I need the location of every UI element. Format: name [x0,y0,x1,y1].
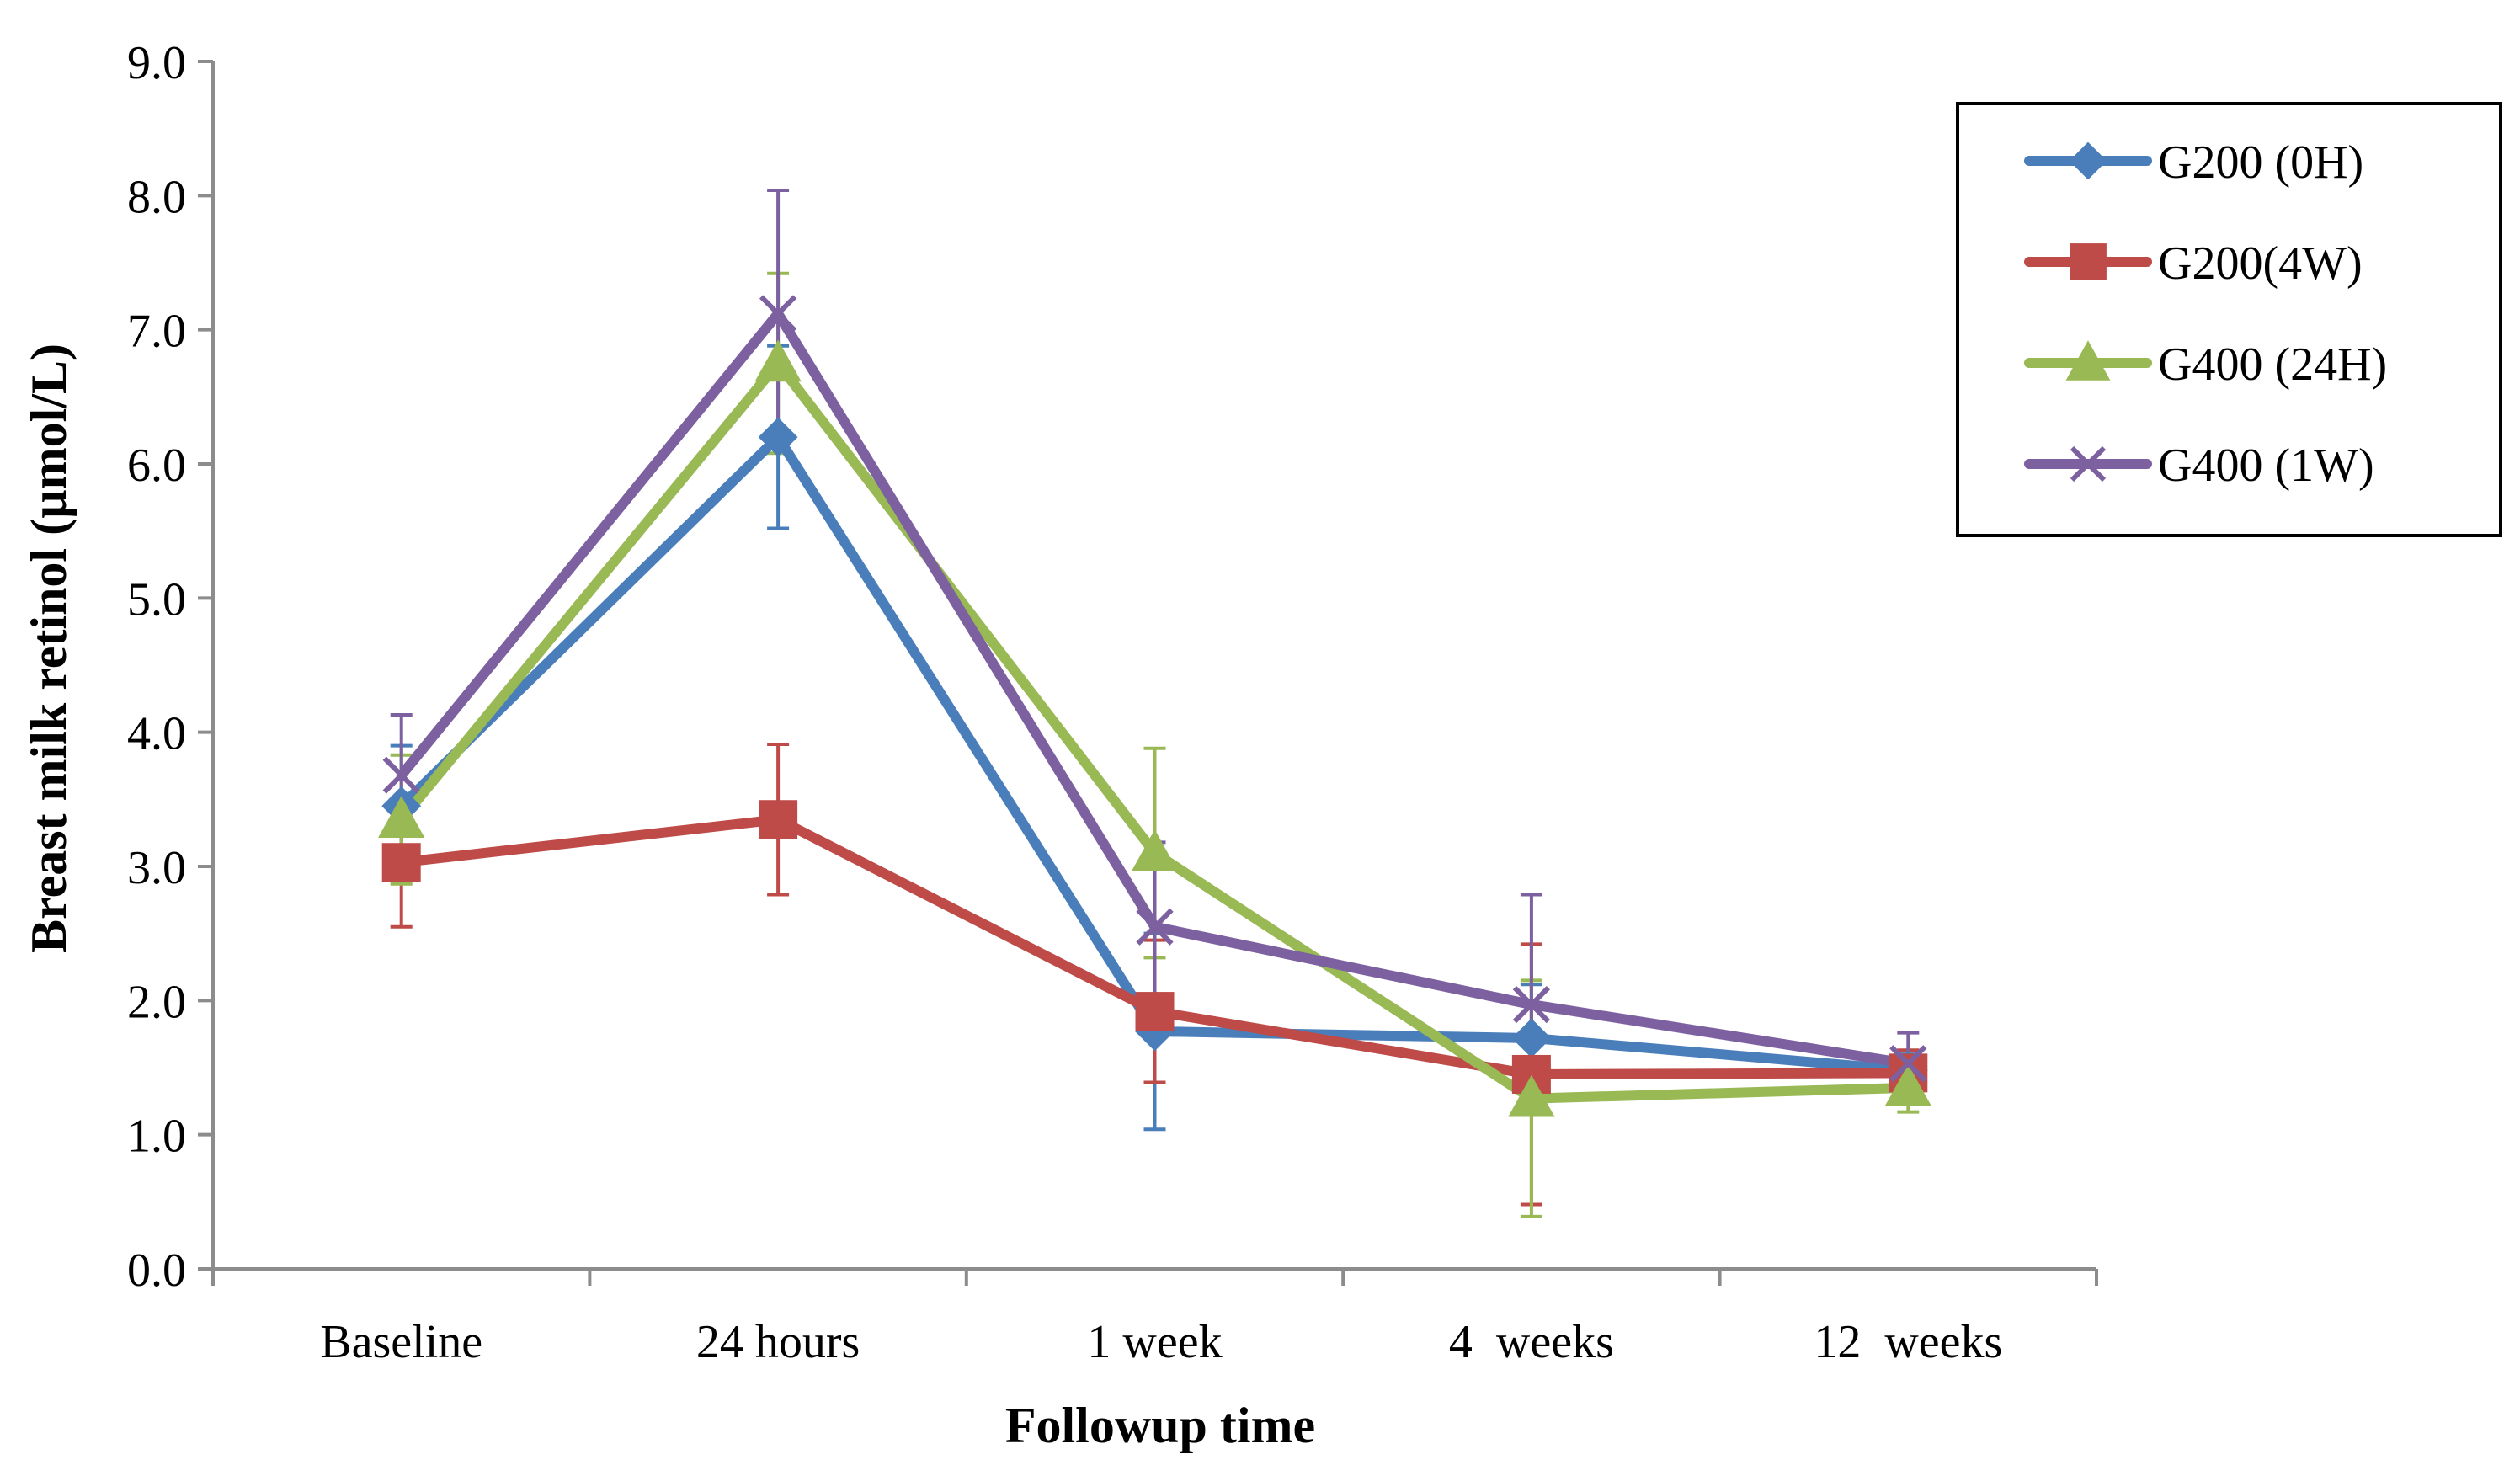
legend-label: G400 (1W) [2158,440,2374,492]
y-tick-label: 1.0 [127,1111,186,1163]
x-tick-label: 1 week [1087,1316,1222,1368]
marker-stroke [1136,908,1174,946]
data-point [1508,1074,1555,1117]
legend-entry: G200 (0H) [2024,136,2363,189]
y-tick-label: 2.0 [127,976,186,1028]
series-markers [378,295,1931,1117]
y-tick-label: 3.0 [127,842,186,894]
marker-stroke [759,295,797,333]
x-tick-label: 24 hours [696,1316,860,1368]
y-tick-label: 0.0 [127,1244,186,1297]
legend: G200 (0H) G200(4W) G400 (24H) G400 (1W) [1956,102,2502,537]
data-point [1511,1018,1552,1058]
error-bars [390,188,1920,1218]
axes: 0.0 1.0 2.0 3.0 4.0 5.0 6.0 7.0 8.0 9.0 Baseline 24… [127,37,2098,1368]
legend-marker [2070,243,2107,280]
x-axis-title: Followup time [1005,1398,1315,1453]
data-point [1884,1063,1931,1106]
data-point [1135,992,1175,1031]
y-tick-label: 7.0 [127,306,186,358]
marker-stroke [382,756,420,794]
legend-marker [2070,445,2107,482]
data-point [382,756,420,794]
marker-stroke [1512,985,1551,1024]
legend-marker [2069,141,2107,180]
data-point [758,417,798,457]
marker-stroke [1889,1045,1927,1083]
legend-label: G200 (0H) [2158,136,2363,189]
x-tick-label: 4 weeks [1449,1316,1614,1368]
y-tick-label: 6.0 [127,440,186,492]
data-point [759,800,798,839]
y-axis-title: Breast milk retinol (µmol/L) [21,344,77,953]
legend-marker [2065,340,2111,381]
data-point [1131,829,1179,871]
data-point [754,339,802,382]
legend-entry: G400 (24H) [2024,338,2387,391]
data-point [759,295,797,333]
data-point [1512,985,1551,1024]
legend-entry: G400 (1W) [2024,440,2374,492]
data-point [378,796,425,839]
data-point [381,843,421,882]
x-tick-label: Baseline [320,1316,482,1368]
x-tick-label: 12 weeks [1814,1316,2002,1368]
y-tick-label: 5.0 [127,573,186,626]
legend-label: G400 (24H) [2158,338,2387,391]
y-tick-label: 8.0 [127,171,186,223]
y-tick-label: 4.0 [127,708,186,760]
marker-stroke [2070,445,2107,482]
data-point [1889,1045,1927,1083]
legend-entry: G200(4W) [2024,237,2363,290]
y-tick-label: 9.0 [127,37,186,89]
data-point [1136,908,1174,946]
legend-label: G200(4W) [2158,237,2363,290]
